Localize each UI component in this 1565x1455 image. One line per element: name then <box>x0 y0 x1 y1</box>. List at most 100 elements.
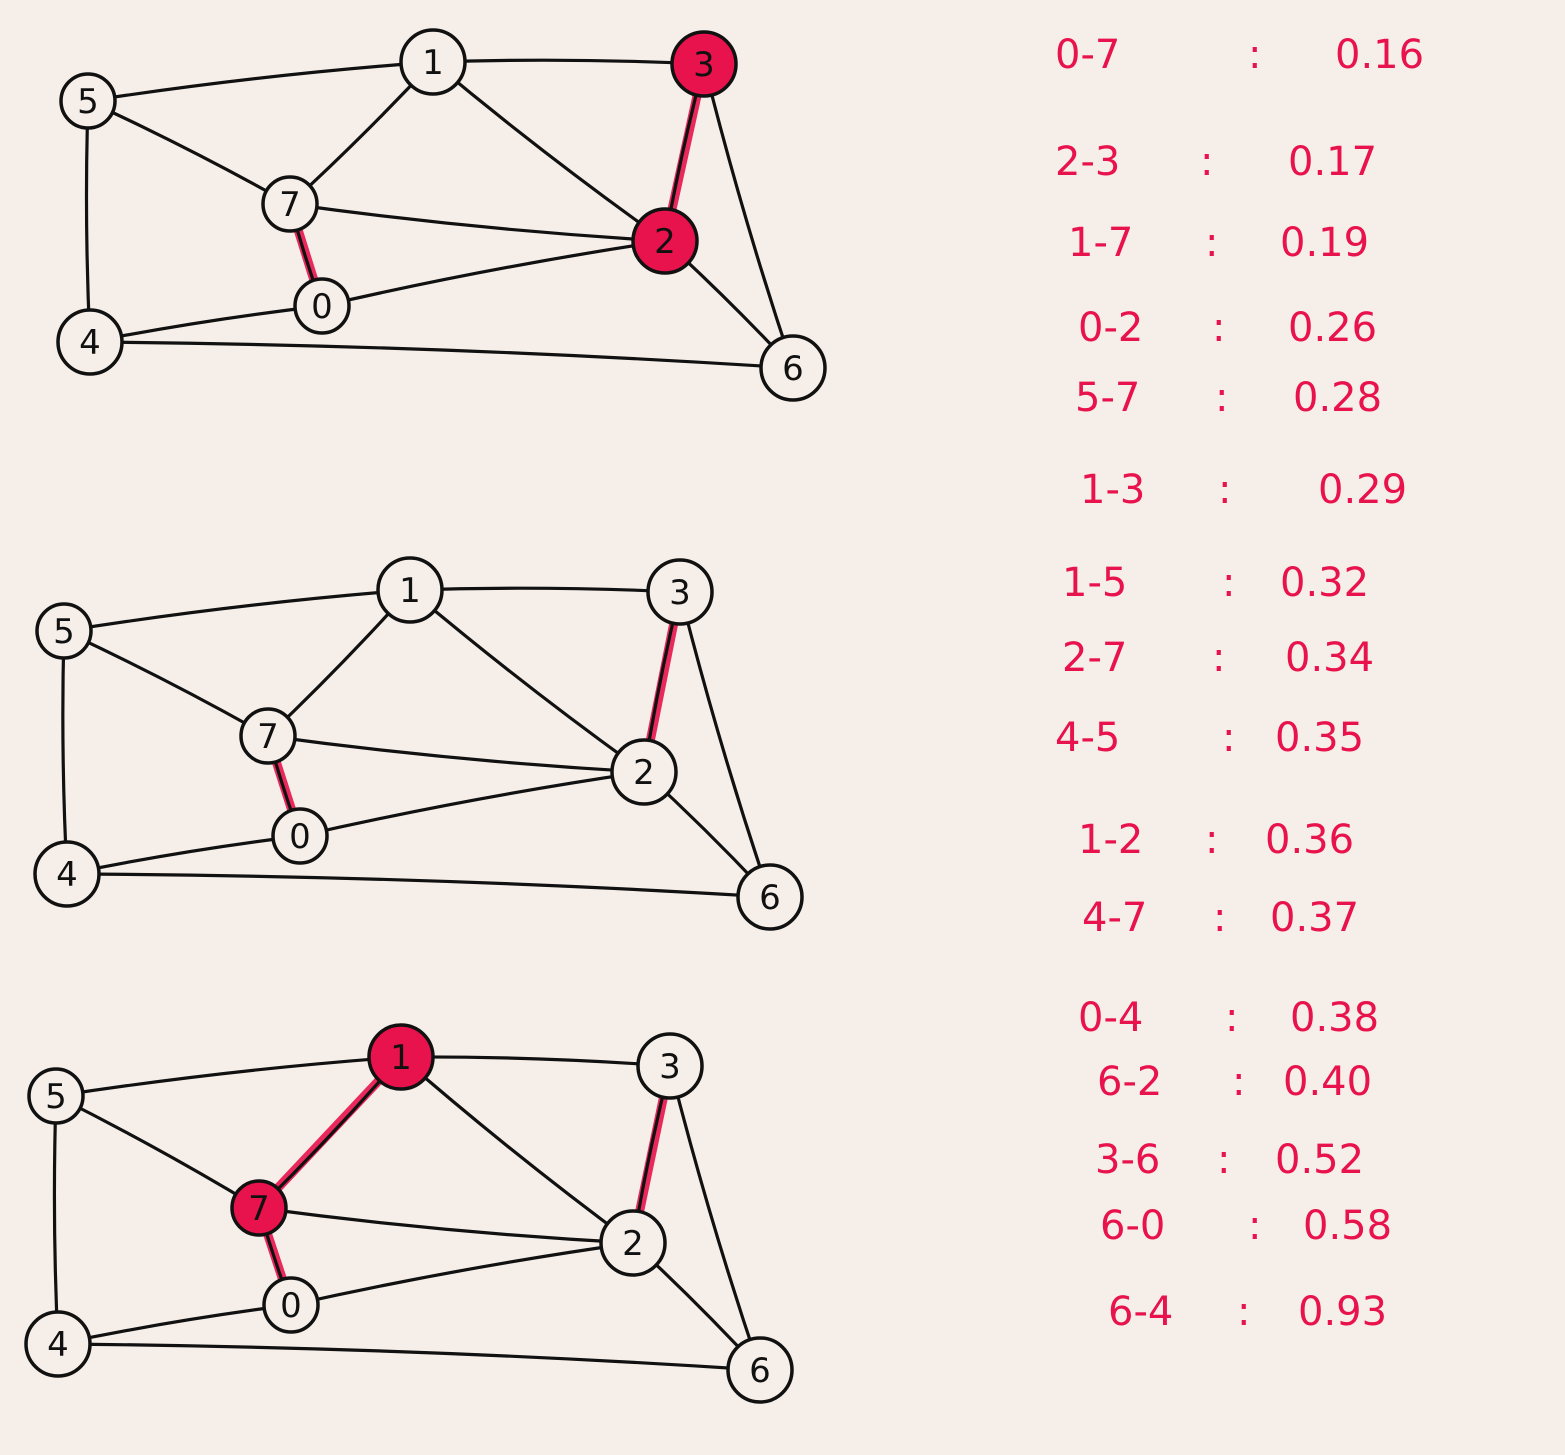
node-circle <box>736 863 804 931</box>
weight-edge-label: 2-3 <box>1055 139 1120 185</box>
weight-edge-label: 1-5 <box>1062 560 1127 606</box>
graph-node-0: 0 <box>271 807 329 865</box>
weight-row-1-5: 1-5:0.32 <box>1062 560 1369 606</box>
graph-edge-5-4 <box>61 629 69 876</box>
weight-colon: : <box>1205 817 1218 863</box>
node-circle <box>646 558 714 626</box>
graph-edge-3-6 <box>702 62 795 370</box>
node-circle <box>293 277 351 335</box>
weight-row-5-7: 5-7: 0.28 <box>1075 375 1382 421</box>
graph-edge-5-4 <box>52 1094 60 1346</box>
node-label: 7 <box>248 1189 270 1229</box>
node-label: 1 <box>399 571 421 611</box>
graph-edge-1-2 <box>408 588 646 774</box>
weight-value: 0.93 <box>1298 1289 1387 1335</box>
weight-value: 0.29 <box>1318 467 1407 513</box>
weight-colon: : <box>1248 32 1261 78</box>
weight-value: 0.16 <box>1335 32 1424 78</box>
weight-colon: : <box>1222 715 1235 761</box>
node-circle <box>599 1209 667 1277</box>
graph-edge-1-3 <box>408 586 682 594</box>
graph-edge-7-2 <box>266 734 646 774</box>
weight-edge-label: 3-6 <box>1095 1137 1160 1183</box>
weight-row-6-4: 6-4: 0.93 <box>1108 1289 1387 1335</box>
weight-edge-label: 0-4 <box>1078 995 1143 1041</box>
graph-node-5: 5 <box>59 72 117 130</box>
node-label: 4 <box>56 855 78 895</box>
weight-colon: : <box>1232 1059 1245 1105</box>
node-label: 0 <box>311 287 333 327</box>
graph-node-4: 4 <box>33 840 101 908</box>
graph-node-1: 1 <box>367 1023 435 1091</box>
node-label: 0 <box>289 817 311 857</box>
graph-edge-1-3 <box>399 1055 672 1068</box>
weight-edge-label: 1-7 <box>1068 220 1133 266</box>
weight-edge-label: 6-4 <box>1108 1289 1173 1335</box>
graph-edge-5-1 <box>62 588 412 633</box>
weight-row-1-3: 1-3: 0.29 <box>1080 467 1407 513</box>
weight-edge-label: 1-3 <box>1080 467 1145 513</box>
weight-colon: : <box>1212 305 1225 351</box>
weight-colon: : <box>1213 895 1226 941</box>
weight-value: 0.19 <box>1280 220 1369 266</box>
weight-edge-label: 6-2 <box>1097 1059 1162 1105</box>
node-circle <box>726 1336 794 1404</box>
weight-value: 0.32 <box>1280 560 1369 606</box>
node-label: 4 <box>47 1325 69 1365</box>
weight-colon: : <box>1212 635 1225 681</box>
node-label: 2 <box>654 222 676 262</box>
graph-node-1: 1 <box>376 556 444 624</box>
graph-node-3: 3 <box>646 558 714 626</box>
graph-edge-5-7 <box>86 99 292 206</box>
node-label: 6 <box>759 878 781 918</box>
weight-edge-label: 2-7 <box>1062 635 1127 681</box>
node-circle <box>56 308 124 376</box>
weight-row-2-3: 2-3: 0.17 <box>1055 139 1377 185</box>
node-label: 5 <box>77 82 99 122</box>
weight-colon: : <box>1215 375 1228 421</box>
graph-edge-7-2 <box>288 202 667 243</box>
graph-edge-3-6 <box>668 1064 762 1372</box>
node-label: 6 <box>749 1351 771 1391</box>
graph-edge-7-2 <box>257 1206 635 1245</box>
weight-row-6-0: 6-0:0.58 <box>1100 1203 1392 1249</box>
node-label: 5 <box>45 1077 67 1117</box>
weight-row-4-5: 4-5:0.35 <box>1055 715 1364 761</box>
node-circle <box>399 28 467 96</box>
weight-row-1-2: 1-2: 0.36 <box>1078 817 1354 863</box>
graph-node-7: 7 <box>239 707 297 765</box>
graph-node-6: 6 <box>726 1336 794 1404</box>
weight-row-0-7: 0-7: 0.16 <box>1055 32 1424 78</box>
node-label: 3 <box>669 573 691 613</box>
graph-edge-5-7 <box>62 629 270 738</box>
weight-row-2-7: 2-7: 0.34 <box>1062 635 1374 681</box>
weight-edge-label: 6-0 <box>1100 1203 1165 1249</box>
graph-edge-4-0 <box>56 1303 293 1346</box>
edge-weight-list: 0-7: 0.16 2-3: 0.17 1-7: 0.19 0-2: 0.26 5-7: 0.28… <box>1055 32 1424 1335</box>
node-label: 6 <box>782 349 804 389</box>
node-circle <box>367 1023 435 1091</box>
weight-colon: : <box>1218 467 1231 513</box>
weight-row-4-7: 4-7:0.37 <box>1082 895 1359 941</box>
node-circle <box>262 1276 320 1334</box>
node-circle <box>636 1032 704 1100</box>
graph-edge-4-6 <box>88 340 795 370</box>
node-label: 0 <box>280 1286 302 1326</box>
node-label: 2 <box>633 753 655 793</box>
node-label: 4 <box>79 323 101 363</box>
graph-edge-4-6 <box>65 872 772 899</box>
weight-value: 0.58 <box>1303 1203 1392 1249</box>
node-label: 1 <box>422 43 444 83</box>
graph-edge-1-2 <box>399 1055 635 1245</box>
weight-edge-label: 0-7 <box>1055 32 1120 78</box>
weight-edge-label: 4-7 <box>1082 895 1147 941</box>
graph-edge-0-2 <box>320 239 667 308</box>
graph-edge-4-6 <box>56 1342 762 1372</box>
weight-edge-label: 4-5 <box>1055 715 1120 761</box>
node-circle <box>271 807 329 865</box>
weight-edge-label: 0-2 <box>1078 305 1143 351</box>
weight-value: 0.17 <box>1288 139 1377 185</box>
graph-panel-1: 0 1 2 3 4 5 6 7 <box>56 28 827 402</box>
graph-edge-1-2 <box>431 60 667 243</box>
